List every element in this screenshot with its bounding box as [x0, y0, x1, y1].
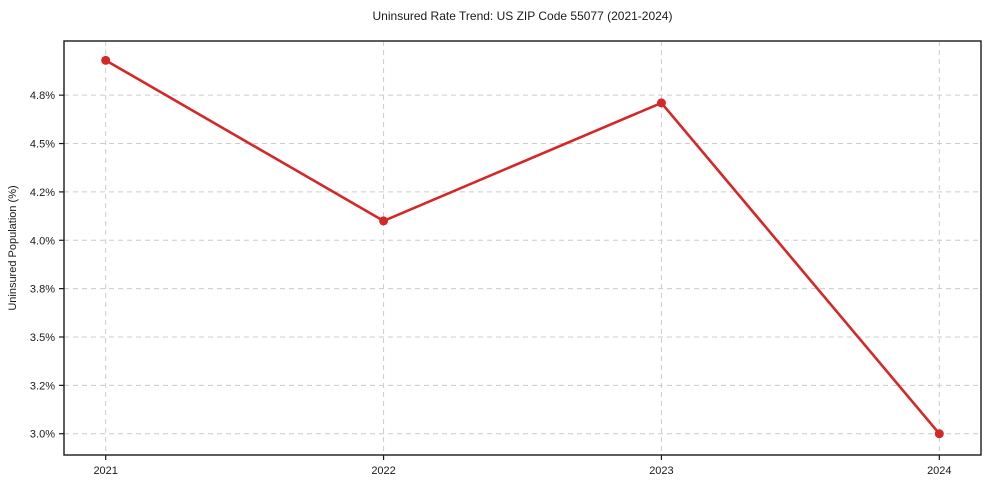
- x-tick-label: 2024: [927, 465, 951, 477]
- data-line: [104, 59, 941, 436]
- y-tick-label: 4.8%: [30, 90, 55, 102]
- data-point: [656, 98, 666, 108]
- x-tick-label: 2021: [93, 465, 117, 477]
- x-tick-label: 2023: [649, 465, 673, 477]
- data-point: [379, 216, 389, 226]
- data-point: [934, 429, 944, 439]
- plot-border: [63, 40, 982, 456]
- y-tick-label: 3.8%: [30, 284, 55, 296]
- y-tick-label: 3.0%: [30, 429, 55, 441]
- y-tick-label: 4.2%: [30, 187, 55, 199]
- y-tick-label: 3.2%: [30, 380, 55, 392]
- chart-title: Uninsured Rate Trend: US ZIP Code 55077 …: [372, 9, 673, 23]
- y-tick-label: 4.5%: [30, 139, 55, 151]
- y-tick-label: 3.5%: [30, 332, 55, 344]
- data-point: [101, 55, 111, 65]
- y-tick-label: 4.0%: [30, 235, 55, 247]
- x-tick-label: 2022: [371, 465, 395, 477]
